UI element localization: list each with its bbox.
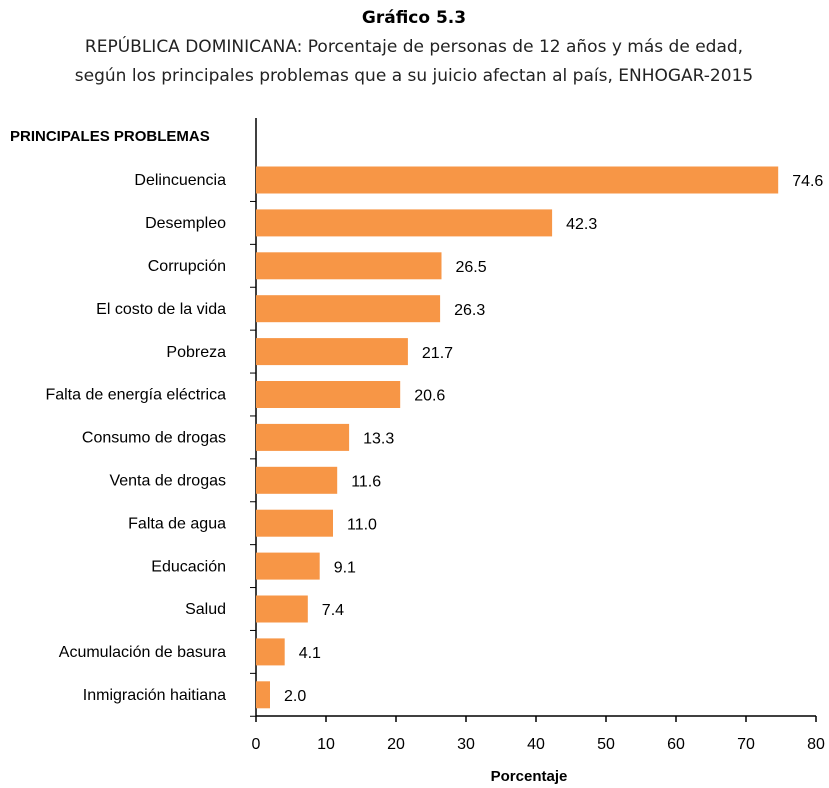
y-tick-label: Educación	[151, 558, 226, 575]
data-label: 9.1	[334, 559, 356, 576]
y-tick-label: Desempleo	[145, 215, 226, 232]
x-tick-label: 40	[527, 736, 545, 753]
data-label: 11.6	[351, 474, 381, 491]
bar	[256, 252, 442, 280]
x-tick-label: 10	[317, 736, 335, 753]
x-tick-label: 20	[387, 736, 405, 753]
x-tick-label: 80	[807, 736, 825, 753]
data-label: 2.0	[284, 688, 306, 705]
bar	[256, 681, 270, 709]
data-label: 21.7	[422, 345, 453, 362]
bar	[256, 638, 285, 666]
y-tick-label: Venta de drogas	[109, 473, 226, 490]
x-tick-label: 50	[597, 736, 615, 753]
bar	[256, 423, 350, 451]
y-tick-label: Inmigración haitiana	[83, 687, 226, 704]
bar	[256, 595, 308, 623]
bar	[256, 338, 408, 366]
bar	[256, 381, 401, 408]
bar	[256, 466, 338, 494]
x-tick-label: 60	[667, 736, 685, 753]
bar	[256, 295, 441, 323]
data-label: 4.1	[299, 645, 321, 662]
data-label: 26.3	[454, 302, 485, 319]
bar	[256, 166, 779, 194]
y-tick-label: Delincuencia	[134, 172, 226, 189]
x-axis-title: Porcentaje	[491, 768, 568, 785]
x-tick-label: 30	[457, 736, 475, 753]
y-tick-label: Consumo de drogas	[82, 430, 226, 447]
y-tick-label: Falta de agua	[128, 515, 226, 532]
x-tick-label: 0	[252, 736, 261, 753]
chart-subtitle: REPÚBLICA DOMINICANA: Porcentaje de pers…	[85, 35, 743, 57]
data-label: 13.3	[363, 431, 394, 448]
bar	[256, 509, 333, 537]
y-tick-label: Pobreza	[166, 344, 226, 361]
y-tick-label: Salud	[185, 601, 226, 618]
bar	[256, 209, 553, 237]
data-label: 74.6	[792, 173, 823, 190]
data-label: 20.6	[414, 388, 445, 405]
data-label: 7.4	[322, 602, 344, 619]
bar	[256, 552, 320, 580]
data-label: 26.5	[456, 259, 487, 276]
y-tick-label: El costo de la vida	[96, 301, 226, 318]
y-tick-label: Acumulación de basura	[59, 644, 226, 661]
data-label: 42.3	[566, 216, 597, 233]
data-label: 11.0	[347, 516, 377, 533]
y-axis-title: PRINCIPALES PROBLEMAS	[10, 128, 210, 145]
chart-title: Gráfico 5.3	[362, 8, 466, 28]
chart-subtitle: según los principales problemas que a su…	[75, 66, 753, 86]
y-tick-label: Falta de energía eléctrica	[45, 387, 226, 404]
x-tick-label: 70	[737, 736, 755, 753]
y-tick-label: Corrupción	[148, 258, 226, 275]
